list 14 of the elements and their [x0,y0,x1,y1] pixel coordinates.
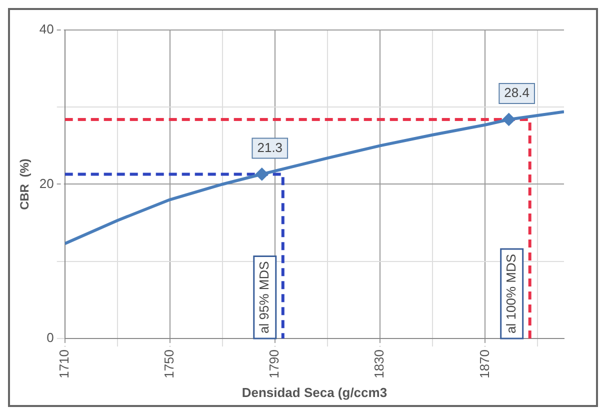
data-label: 28.4 [504,85,530,100]
y-tick-label: 40 [39,22,54,37]
y-tick-label: 20 [39,176,54,191]
x-tick-label: 1870 [476,349,492,378]
x-tick-label: 1790 [266,349,282,378]
x-tick-label: 1750 [162,349,177,378]
y-axis-title: CBR (%) [18,158,32,210]
y-tick-label: 0 [46,330,54,346]
data-label: 21.3 [257,140,283,155]
x-axis-title: Densidad Seca (g/ccm3 [242,384,388,400]
x-tick-label: 1830 [372,349,387,378]
annotation: al 100% MDS [503,254,518,334]
x-tick-label: 1710 [56,349,72,378]
annotation: al 95% MDS [256,260,272,334]
